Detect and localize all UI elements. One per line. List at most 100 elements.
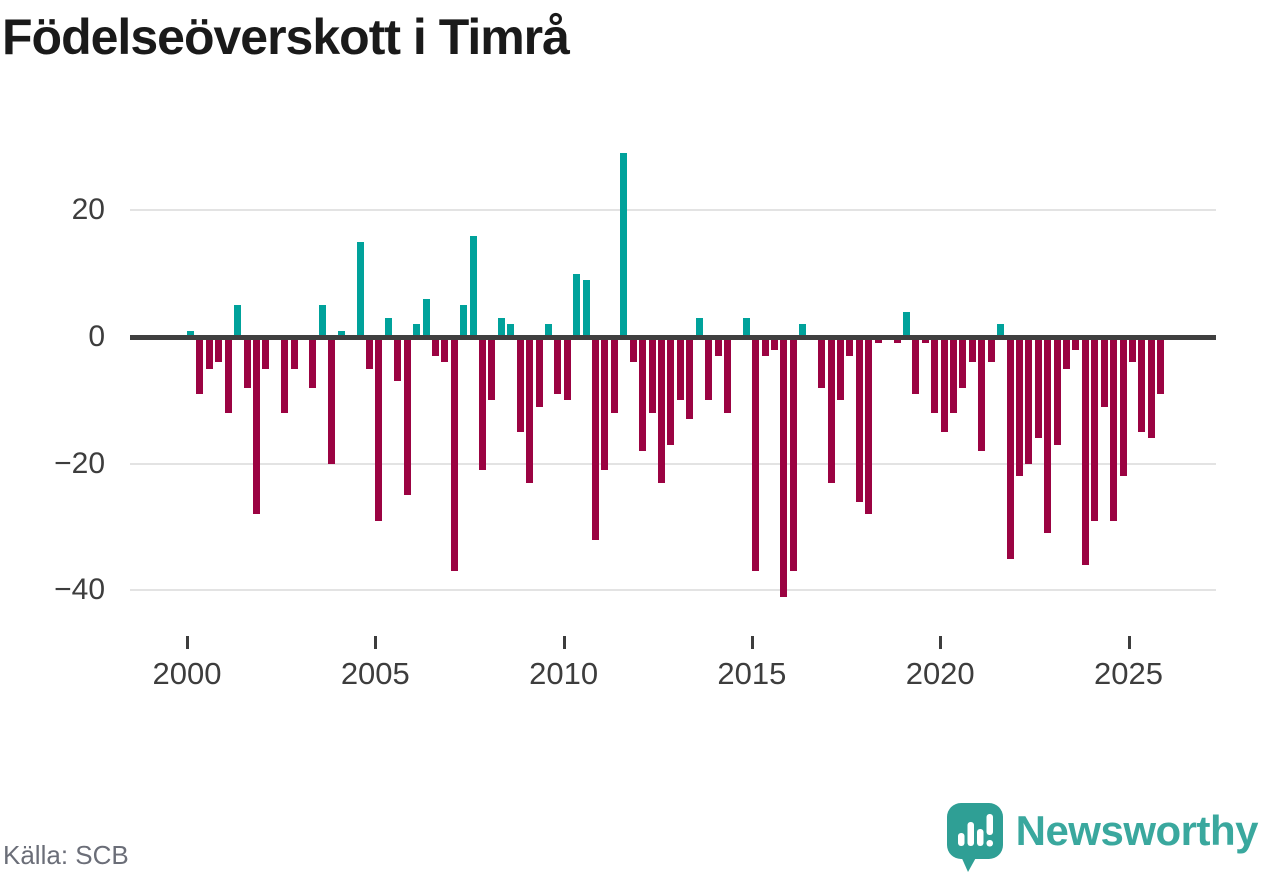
bar: [1072, 337, 1080, 350]
gridline-y-20: [130, 209, 1216, 212]
bar: [902, 311, 910, 337]
bar: [818, 337, 826, 388]
gridline-y--40: [130, 589, 1216, 592]
bar: [1100, 337, 1108, 407]
bar: [497, 318, 505, 337]
bar: [592, 337, 600, 540]
bar: [215, 337, 223, 363]
bar: [290, 337, 298, 369]
bar: [469, 235, 477, 337]
bar: [761, 337, 769, 356]
chart-title: Födelseöverskott i Timrå: [2, 9, 570, 65]
bar: [403, 337, 411, 496]
bar: [987, 337, 995, 363]
bar: [893, 337, 901, 344]
bar: [610, 337, 618, 413]
bar: [262, 337, 270, 369]
bar: [309, 337, 317, 388]
bar: [582, 280, 590, 337]
newsworthy-logo-icon: [946, 802, 1004, 874]
bar: [1129, 337, 1136, 363]
bar: [1091, 337, 1099, 521]
bar: [526, 337, 534, 483]
bar: [1138, 337, 1146, 432]
x-tick-mark: [374, 636, 378, 649]
bar: [187, 330, 194, 337]
bar: [394, 337, 402, 382]
newsworthy-logo: Newsworthy: [946, 802, 1259, 874]
bar: [874, 337, 882, 344]
bar: [723, 337, 731, 413]
bar: [328, 337, 336, 464]
bar: [1119, 337, 1127, 477]
source-note: Källa: SCB: [3, 840, 129, 870]
bar: [959, 337, 967, 388]
x-tick-label: 2015: [717, 656, 787, 691]
bar: [686, 337, 694, 420]
bar: [1025, 337, 1033, 464]
bar: [968, 337, 976, 363]
y-tick-label: 20: [71, 193, 105, 227]
bar: [554, 337, 562, 394]
bar: [337, 330, 345, 337]
y-tick-label: −40: [54, 573, 105, 607]
bar: [780, 337, 788, 597]
bar: [752, 337, 760, 572]
bar: [695, 318, 703, 337]
bar: [450, 337, 458, 572]
bar: [940, 337, 948, 432]
bar: [252, 337, 260, 515]
gridline-y--20: [130, 462, 1216, 465]
bar: [1015, 337, 1023, 477]
x-tick-mark: [186, 636, 189, 649]
bar: [629, 337, 637, 363]
bar: [243, 337, 251, 388]
x-tick-label: 2025: [1094, 656, 1163, 691]
bar: [441, 337, 449, 363]
bar: [384, 318, 392, 337]
bar: [1053, 337, 1061, 445]
bar: [1147, 337, 1155, 439]
bar: [827, 337, 835, 483]
bar: [544, 324, 552, 337]
bar: [422, 299, 430, 337]
bar: [1006, 337, 1014, 559]
bar: [855, 337, 863, 502]
x-tick-label: 2010: [529, 656, 599, 691]
bar: [601, 337, 609, 470]
bar: [431, 337, 439, 356]
bar: [639, 337, 647, 451]
bar: [931, 337, 939, 413]
bar: [865, 337, 873, 515]
bar: [836, 337, 844, 401]
bar: [507, 324, 515, 337]
bar: [205, 337, 213, 369]
bar: [516, 337, 524, 432]
bar: [1063, 337, 1071, 369]
bar: [799, 324, 807, 337]
bar: [648, 337, 656, 413]
x-tick-mark: [562, 636, 566, 649]
bar: [771, 337, 779, 350]
bar: [676, 337, 684, 401]
bar: [365, 337, 373, 369]
bar: [714, 337, 722, 356]
bar: [789, 337, 797, 572]
bar: [846, 337, 854, 356]
x-tick-label: 2000: [152, 656, 222, 691]
bar: [224, 337, 232, 413]
bar: [196, 337, 204, 394]
bar: [1044, 337, 1052, 534]
y-tick-label: 0: [88, 320, 105, 353]
bar: [978, 337, 986, 451]
bar: [479, 337, 487, 470]
bar: [234, 305, 242, 337]
x-tick-mark: [750, 636, 754, 649]
bar: [535, 337, 543, 407]
bar: [318, 305, 326, 337]
bar: [1110, 337, 1118, 521]
x-tick-mark: [939, 636, 943, 649]
bar: [705, 337, 713, 401]
